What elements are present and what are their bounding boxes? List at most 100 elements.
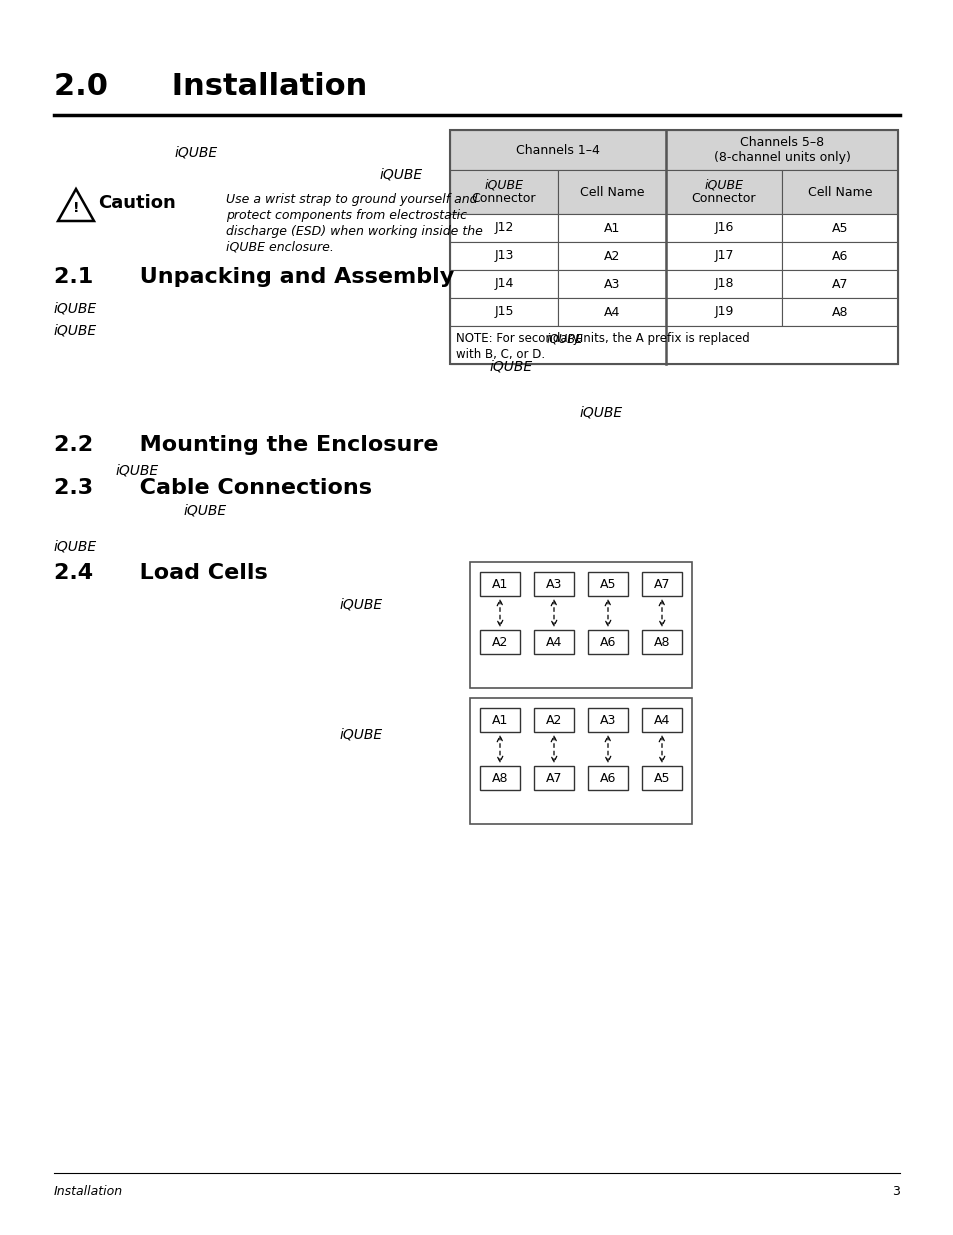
Bar bbox=[450, 130, 665, 170]
Text: !: ! bbox=[72, 200, 79, 215]
Bar bbox=[641, 572, 681, 597]
Text: A4: A4 bbox=[653, 714, 670, 726]
Bar bbox=[781, 270, 897, 298]
Text: iQUBE: iQUBE bbox=[174, 144, 218, 159]
Text: iQUBE: iQUBE bbox=[184, 504, 227, 517]
Bar bbox=[534, 708, 574, 732]
Text: 2.1      Unpacking and Assembly: 2.1 Unpacking and Assembly bbox=[54, 267, 454, 287]
Text: iQUBE: iQUBE bbox=[54, 301, 97, 315]
Text: Connector: Connector bbox=[691, 193, 756, 205]
Text: A2: A2 bbox=[603, 249, 619, 263]
Text: A6: A6 bbox=[599, 772, 616, 784]
Bar bbox=[479, 708, 519, 732]
Bar bbox=[450, 298, 558, 326]
Text: A4: A4 bbox=[603, 305, 619, 319]
Text: J14: J14 bbox=[494, 278, 513, 290]
Text: J19: J19 bbox=[714, 305, 733, 319]
Text: iQUBE: iQUBE bbox=[579, 405, 622, 419]
Text: A2: A2 bbox=[492, 636, 508, 648]
Text: J13: J13 bbox=[494, 249, 513, 263]
Bar bbox=[558, 298, 665, 326]
Text: iQUBE: iQUBE bbox=[116, 463, 159, 477]
Bar bbox=[450, 130, 897, 364]
Bar bbox=[665, 214, 781, 242]
Bar bbox=[450, 326, 897, 364]
Text: A3: A3 bbox=[545, 578, 561, 590]
Bar bbox=[641, 630, 681, 655]
Text: Cell Name: Cell Name bbox=[579, 185, 643, 199]
Bar bbox=[534, 766, 574, 790]
Text: iQUBE: iQUBE bbox=[54, 540, 97, 555]
Bar bbox=[450, 270, 558, 298]
Bar bbox=[534, 630, 574, 655]
Text: iQUBE: iQUBE bbox=[339, 597, 383, 611]
Text: iQUBE: iQUBE bbox=[54, 324, 97, 337]
Text: Use a wrist strap to ground yourself and: Use a wrist strap to ground yourself and bbox=[226, 193, 477, 206]
Bar bbox=[665, 270, 781, 298]
Text: A7: A7 bbox=[545, 772, 561, 784]
Text: protect components from electrostatic: protect components from electrostatic bbox=[226, 209, 467, 222]
Bar bbox=[479, 766, 519, 790]
Text: A1: A1 bbox=[492, 578, 508, 590]
Text: A5: A5 bbox=[653, 772, 670, 784]
Text: iQUBE: iQUBE bbox=[546, 332, 583, 345]
Text: iQUBE: iQUBE bbox=[703, 179, 742, 191]
Text: iQUBE: iQUBE bbox=[339, 727, 383, 741]
Text: Channels 1–4: Channels 1–4 bbox=[516, 143, 599, 157]
Text: 2.0      Installation: 2.0 Installation bbox=[54, 72, 367, 101]
Text: Installation: Installation bbox=[54, 1186, 123, 1198]
Text: Caution: Caution bbox=[98, 194, 175, 212]
Bar bbox=[558, 242, 665, 270]
Bar bbox=[558, 214, 665, 242]
Text: Channels 5–8
(8-channel units only): Channels 5–8 (8-channel units only) bbox=[713, 136, 849, 164]
Bar bbox=[665, 130, 897, 170]
Bar bbox=[450, 170, 558, 214]
Text: iQUBE enclosure.: iQUBE enclosure. bbox=[226, 241, 334, 254]
Text: discharge (ESD) when working inside the: discharge (ESD) when working inside the bbox=[226, 225, 482, 238]
Text: A8: A8 bbox=[653, 636, 670, 648]
Bar bbox=[665, 170, 781, 214]
Text: J12: J12 bbox=[494, 221, 513, 235]
Bar bbox=[450, 214, 558, 242]
Text: J17: J17 bbox=[714, 249, 733, 263]
Bar bbox=[450, 242, 558, 270]
Bar bbox=[587, 708, 627, 732]
Text: J18: J18 bbox=[714, 278, 733, 290]
Bar bbox=[470, 698, 691, 824]
Text: 2.3      Cable Connections: 2.3 Cable Connections bbox=[54, 478, 372, 498]
Bar bbox=[558, 170, 665, 214]
Bar bbox=[479, 572, 519, 597]
Bar bbox=[470, 562, 691, 688]
Text: Connector: Connector bbox=[471, 193, 536, 205]
Bar bbox=[641, 766, 681, 790]
Text: iQUBE: iQUBE bbox=[379, 167, 423, 182]
Text: 3: 3 bbox=[891, 1186, 899, 1198]
Bar bbox=[558, 270, 665, 298]
Bar bbox=[665, 298, 781, 326]
Bar bbox=[587, 572, 627, 597]
Bar bbox=[587, 766, 627, 790]
Text: J15: J15 bbox=[494, 305, 514, 319]
Text: A6: A6 bbox=[831, 249, 847, 263]
Text: A5: A5 bbox=[599, 578, 616, 590]
Text: units, the A prefix is replaced: units, the A prefix is replaced bbox=[572, 332, 749, 345]
Text: A3: A3 bbox=[599, 714, 616, 726]
Bar bbox=[781, 298, 897, 326]
Bar bbox=[534, 572, 574, 597]
Bar bbox=[665, 242, 781, 270]
Text: Cell Name: Cell Name bbox=[807, 185, 871, 199]
Text: 2.2      Mounting the Enclosure: 2.2 Mounting the Enclosure bbox=[54, 435, 438, 454]
Text: J16: J16 bbox=[714, 221, 733, 235]
Text: A7: A7 bbox=[653, 578, 670, 590]
Text: A1: A1 bbox=[492, 714, 508, 726]
Text: A3: A3 bbox=[603, 278, 619, 290]
Bar bbox=[781, 214, 897, 242]
Text: NOTE: For secondary: NOTE: For secondary bbox=[456, 332, 583, 345]
Text: 2.4      Load Cells: 2.4 Load Cells bbox=[54, 563, 268, 583]
Text: A8: A8 bbox=[831, 305, 847, 319]
Text: iQUBE: iQUBE bbox=[490, 359, 533, 374]
Text: A4: A4 bbox=[545, 636, 561, 648]
Text: A2: A2 bbox=[545, 714, 561, 726]
Bar bbox=[587, 630, 627, 655]
Bar bbox=[781, 242, 897, 270]
